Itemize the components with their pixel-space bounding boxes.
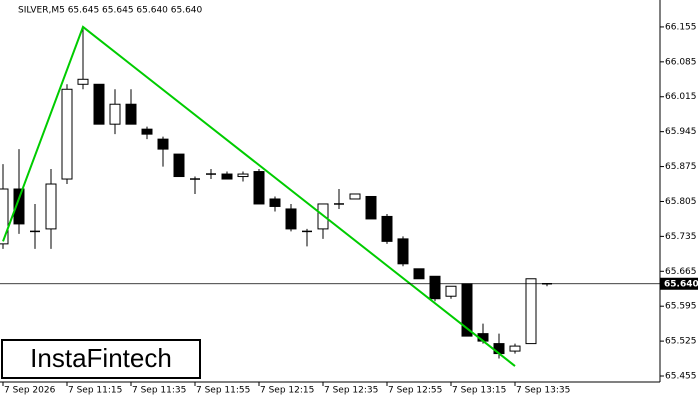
y-tick-label: 66.155 — [665, 22, 697, 32]
x-tick-label: 7 Sep 12:35 — [324, 386, 378, 396]
chart-title: SILVER,M5 65.645 65.645 65.640 65.640 — [18, 6, 203, 16]
candle-body — [381, 215, 393, 242]
candle-body — [525, 278, 537, 345]
candle-body — [269, 198, 281, 207]
x-tick-label: 7 Sep 2026 — [4, 386, 56, 396]
candle-body — [45, 183, 57, 230]
x-tick-label: 7 Sep 13:15 — [452, 386, 506, 396]
candle-body — [125, 103, 137, 125]
candle-body — [509, 345, 521, 352]
candle-body — [13, 188, 25, 225]
candle-body — [349, 193, 361, 200]
candle-body — [493, 343, 505, 355]
y-tick-label: 65.665 — [665, 267, 697, 277]
candle-body — [93, 83, 105, 125]
candle-body — [253, 171, 265, 205]
current-price-label: 65.640 — [664, 279, 699, 289]
candle-body — [141, 128, 153, 135]
y-tick-label: 65.595 — [665, 302, 697, 312]
candle-body — [285, 208, 297, 230]
candle-body — [413, 268, 425, 280]
candle-body — [157, 138, 169, 150]
y-tick-label: 65.455 — [665, 372, 697, 382]
x-tick-label: 7 Sep 11:35 — [132, 386, 186, 396]
candle-body — [77, 78, 89, 85]
candle-body — [237, 173, 249, 178]
current-price-box — [660, 277, 698, 290]
candle-body — [173, 153, 185, 178]
y-tick-label: 65.525 — [665, 337, 697, 347]
x-tick-label: 7 Sep 11:15 — [68, 386, 122, 396]
x-tick-label: 7 Sep 11:55 — [196, 386, 250, 396]
logo: InstaFintech — [30, 343, 172, 373]
candle-body — [397, 238, 409, 265]
candle-body — [221, 173, 233, 180]
candle-body — [61, 88, 73, 180]
candle-body — [109, 103, 121, 125]
candle-body — [365, 195, 377, 220]
y-tick-label: 65.805 — [665, 197, 697, 207]
candle-body — [445, 285, 457, 297]
candle-body — [0, 188, 9, 245]
y-tick-label: 65.735 — [665, 232, 697, 242]
logo-box — [1, 339, 201, 379]
y-tick-label: 65.945 — [665, 127, 697, 137]
y-tick-label: 65.875 — [665, 162, 697, 172]
y-tick-label: 66.085 — [665, 57, 697, 67]
x-tick-label: 7 Sep 13:35 — [516, 386, 570, 396]
candle-body — [429, 275, 441, 300]
x-tick-label: 7 Sep 12:55 — [388, 386, 442, 396]
x-tick-label: 7 Sep 12:15 — [260, 386, 314, 396]
pattern-line — [2, 25, 516, 367]
y-tick-label: 66.015 — [665, 92, 697, 102]
